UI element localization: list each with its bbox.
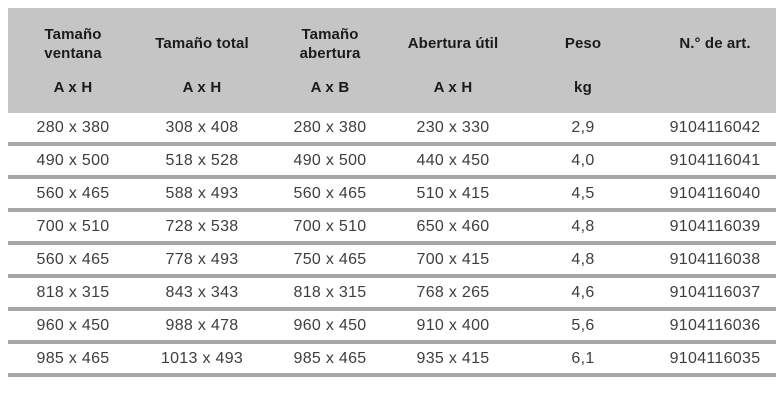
column-header-peso: Peso kg [512,8,654,113]
table-cell-tamano-ventana: 280 x 380 [36,118,110,136]
table-cell-peso: 2,9 [571,118,595,136]
table-cell-tamano-total: 518 x 528 [165,151,239,169]
table-cell-abertura-util: 935 x 415 [416,349,490,367]
table-cell-num-art: 9104116038 [669,250,761,268]
table-cell-peso: 4,6 [571,283,595,301]
table-cell-tamano-total: 588 x 493 [165,184,239,202]
table-cell-tamano-ventana: 700 x 510 [36,217,110,235]
column-header-label: Tamaño abertura [299,25,361,63]
table-row: 960 x 450 988 x 478 960 x 450 910 x 400 5,6 9… [8,311,776,344]
table-cell-tamano-ventana: 560 x 465 [36,250,110,268]
table-cell-num-art: 9104116035 [669,349,761,367]
table-cell-peso: 4,5 [571,184,595,202]
table-cell-tamano-abertura: 280 x 380 [293,118,367,136]
table-cell-tamano-abertura: 985 x 465 [293,349,367,367]
column-header-num-art: N.° de art. [654,8,776,113]
column-header-tamano-abertura: Tamaño abertura A x B [266,8,394,113]
table-cell-peso: 4,8 [571,217,595,235]
column-header-tamano-total: Tamaño total A x H [138,8,266,113]
table-cell-num-art: 9104116041 [669,151,761,169]
table-cell-num-art: 9104116036 [669,316,761,334]
table-row: 985 x 465 1013 x 493 985 x 465 935 x 415 6,1… [8,344,776,377]
column-header-label: Abertura útil [407,35,499,53]
table-cell-tamano-total: 843 x 343 [165,283,239,301]
table-row: 490 x 500 518 x 528 490 x 500 440 x 450 4,0 9… [8,146,776,179]
column-header-sublabel: A x H [433,78,473,96]
table-cell-num-art: 9104116042 [669,118,761,136]
table-cell-peso: 4,0 [571,151,595,169]
table-cell-tamano-total: 1013 x 493 [160,349,244,367]
table-cell-peso: 6,1 [571,349,595,367]
table-cell-tamano-abertura: 490 x 500 [293,151,367,169]
column-header-sublabel: A x B [310,78,350,96]
table-cell-tamano-abertura: 700 x 510 [293,217,367,235]
table-body: 280 x 380 308 x 408 280 x 380 230 x 330 2,9 9… [8,113,776,377]
table-cell-abertura-util: 510 x 415 [416,184,490,202]
table-cell-tamano-total: 308 x 408 [165,118,239,136]
table-cell-tamano-ventana: 490 x 500 [36,151,110,169]
window-specs-table: Tamaño ventana A x H Tamaño total A x H Tama… [8,8,776,377]
table-cell-peso: 4,8 [571,250,595,268]
column-header-tamano-ventana: Tamaño ventana A x H [8,8,138,113]
table-cell-tamano-abertura: 818 x 315 [293,283,367,301]
table-header: Tamaño ventana A x H Tamaño total A x H Tama… [8,8,776,113]
column-header-sublabel: kg [574,78,592,96]
table-cell-tamano-abertura: 750 x 465 [293,250,367,268]
table-cell-abertura-util: 440 x 450 [416,151,490,169]
table-cell-peso: 5,6 [571,316,595,334]
table-cell-num-art: 9104116039 [669,217,761,235]
table-cell-tamano-ventana: 818 x 315 [36,283,110,301]
table-cell-abertura-util: 650 x 460 [416,217,490,235]
table-cell-abertura-util: 910 x 400 [416,316,490,334]
table-cell-tamano-ventana: 560 x 465 [36,184,110,202]
column-header-label: Tamaño ventana [44,25,102,63]
column-header-label: Tamaño total [155,35,249,53]
table-cell-tamano-abertura: 560 x 465 [293,184,367,202]
table-cell-num-art: 9104116040 [669,184,761,202]
column-header-label: Peso [564,35,602,53]
column-header-sublabel: A x H [53,78,93,96]
table-cell-tamano-ventana: 985 x 465 [36,349,110,367]
table-cell-abertura-util: 230 x 330 [416,118,490,136]
table-cell-tamano-ventana: 960 x 450 [36,316,110,334]
table-row: 700 x 510 728 x 538 700 x 510 650 x 460 4,8 9… [8,212,776,245]
table-row: 560 x 465 778 x 493 750 x 465 700 x 415 4,8 9… [8,245,776,278]
column-header-label: N.° de art. [679,35,751,53]
table-cell-abertura-util: 700 x 415 [416,250,490,268]
table-cell-tamano-total: 988 x 478 [165,316,239,334]
column-header-sublabel: A x H [182,78,222,96]
column-header-abertura-util: Abertura útil A x H [394,8,512,113]
table-cell-abertura-util: 768 x 265 [416,283,490,301]
table-row: 818 x 315 843 x 343 818 x 315 768 x 265 4,6 9… [8,278,776,311]
table-cell-tamano-abertura: 960 x 450 [293,316,367,334]
table-cell-tamano-total: 728 x 538 [165,217,239,235]
table-cell-tamano-total: 778 x 493 [165,250,239,268]
table-row: 280 x 380 308 x 408 280 x 380 230 x 330 2,9 9… [8,113,776,146]
table-row: 560 x 465 588 x 493 560 x 465 510 x 415 4,5 9… [8,179,776,212]
table-cell-num-art: 9104116037 [669,283,761,301]
